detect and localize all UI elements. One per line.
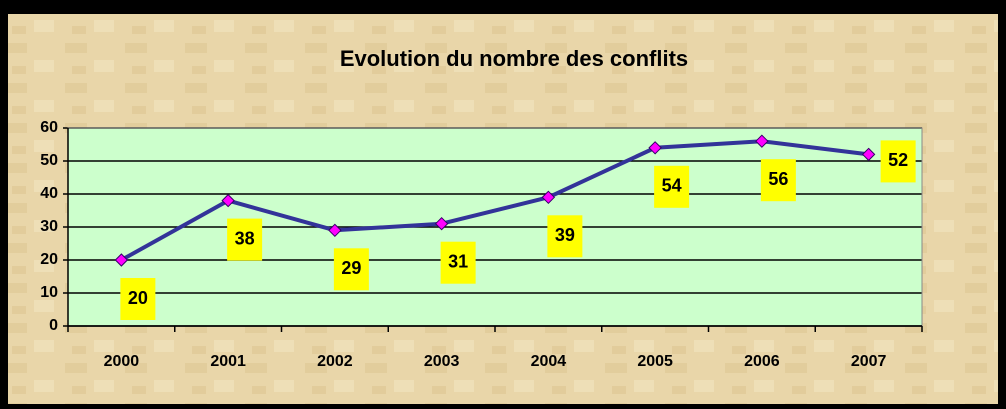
data-label-box — [333, 248, 369, 291]
marker — [328, 223, 342, 238]
marker — [648, 141, 662, 155]
x-tick-label: 2003 — [424, 353, 460, 370]
data-label-box — [440, 241, 476, 284]
y-tick-label: 40 — [40, 185, 58, 202]
data-label: 31 — [448, 251, 468, 271]
y-tick-label: 10 — [40, 284, 58, 301]
data-label-box — [880, 140, 916, 183]
marker — [221, 193, 235, 208]
y-tick-label: 30 — [40, 218, 58, 235]
data-label: 29 — [341, 258, 361, 278]
data-label: 54 — [662, 176, 682, 196]
data-label-box — [654, 165, 690, 208]
marker — [541, 190, 556, 205]
x-tick-label: 2001 — [210, 353, 246, 370]
data-label: 38 — [235, 228, 255, 248]
x-tick-label: 2005 — [637, 353, 673, 370]
data-label-box — [547, 215, 583, 258]
data-label-box — [760, 159, 796, 202]
marker — [114, 253, 129, 267]
data-label: 56 — [768, 169, 788, 189]
y-tick-label: 20 — [40, 251, 58, 268]
x-tick-label: 2000 — [104, 353, 140, 370]
data-label-box — [120, 278, 156, 320]
data-label: 52 — [888, 150, 908, 170]
data-label: 39 — [555, 225, 575, 245]
marker — [434, 216, 449, 231]
x-tick-label: 2007 — [851, 353, 887, 370]
y-tick-label: 0 — [49, 317, 58, 334]
x-tick-label: 2004 — [531, 353, 567, 370]
chart-title: Evolution du nombre des conflits — [340, 46, 688, 71]
y-tick-label: 60 — [40, 119, 58, 136]
x-tick-label: 2006 — [744, 353, 780, 370]
marker — [861, 147, 876, 162]
line — [120, 139, 869, 262]
x-tick-label: 2002 — [317, 353, 353, 370]
y-tick-label: 50 — [40, 152, 58, 169]
data-label-box — [227, 218, 263, 261]
marker — [755, 134, 769, 148]
data-label: 20 — [128, 288, 148, 308]
